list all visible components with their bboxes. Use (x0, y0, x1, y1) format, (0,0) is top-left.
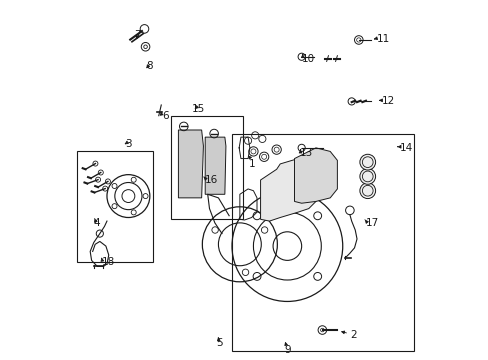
Text: 11: 11 (376, 34, 389, 44)
Polygon shape (294, 148, 337, 203)
Circle shape (359, 183, 375, 199)
Text: 5: 5 (216, 338, 223, 347)
Text: 13: 13 (299, 148, 312, 158)
Circle shape (359, 168, 375, 184)
Text: 10: 10 (301, 54, 314, 64)
Text: 4: 4 (93, 218, 100, 228)
Circle shape (359, 154, 375, 170)
Text: 3: 3 (125, 139, 131, 149)
Text: 2: 2 (349, 330, 356, 341)
Text: 16: 16 (205, 175, 218, 185)
Text: 1: 1 (248, 159, 254, 169)
Polygon shape (205, 137, 225, 194)
Bar (231, 134, 413, 351)
Polygon shape (260, 158, 323, 221)
Text: 6: 6 (162, 111, 169, 121)
Text: 14: 14 (399, 143, 412, 153)
Text: 15: 15 (191, 104, 204, 113)
Bar (171, 116, 242, 219)
Polygon shape (178, 130, 203, 198)
Text: 18: 18 (102, 257, 115, 267)
Text: 7: 7 (134, 30, 141, 40)
Text: 8: 8 (146, 61, 153, 71)
Text: 17: 17 (365, 218, 378, 228)
Text: 12: 12 (381, 96, 394, 107)
Bar (77, 152, 153, 262)
Text: 9: 9 (284, 345, 290, 355)
